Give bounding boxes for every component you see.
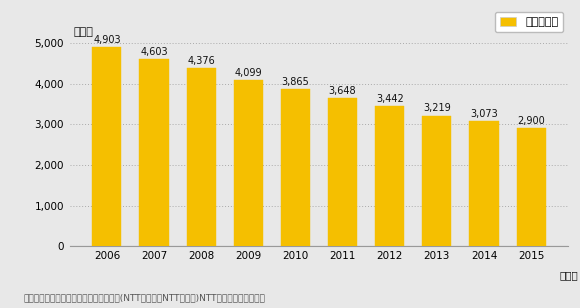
Bar [517,128,546,246]
Bar [422,116,451,246]
Text: 3,219: 3,219 [423,103,451,113]
Text: 3,865: 3,865 [281,77,309,87]
Bar [139,59,169,246]
Text: 4,903: 4,903 [93,35,121,45]
Text: 4,603: 4,603 [140,47,168,57]
Bar [375,107,404,246]
Legend: 陶磁器製造: 陶磁器製造 [495,12,563,32]
Bar [469,121,499,246]
Text: 3,648: 3,648 [329,86,356,96]
Text: 4,099: 4,099 [234,67,262,78]
Text: 3,442: 3,442 [376,94,404,104]
Text: 3,073: 3,073 [470,109,498,119]
Text: 【出典】「タウンページデータベース」(NTT東日本、NTT西日本)NTTタウンページ㈱作成: 【出典】「タウンページデータベース」(NTT東日本、NTT西日本)NTTタウンペ… [23,293,265,302]
Bar [187,68,216,246]
Text: 2,900: 2,900 [517,116,545,126]
Text: （年）: （年） [559,270,578,280]
Bar [92,47,121,246]
Bar [328,98,357,246]
Bar [281,89,310,246]
Text: （件）: （件） [74,27,93,37]
Bar [234,80,263,246]
Text: 4,376: 4,376 [187,56,215,66]
